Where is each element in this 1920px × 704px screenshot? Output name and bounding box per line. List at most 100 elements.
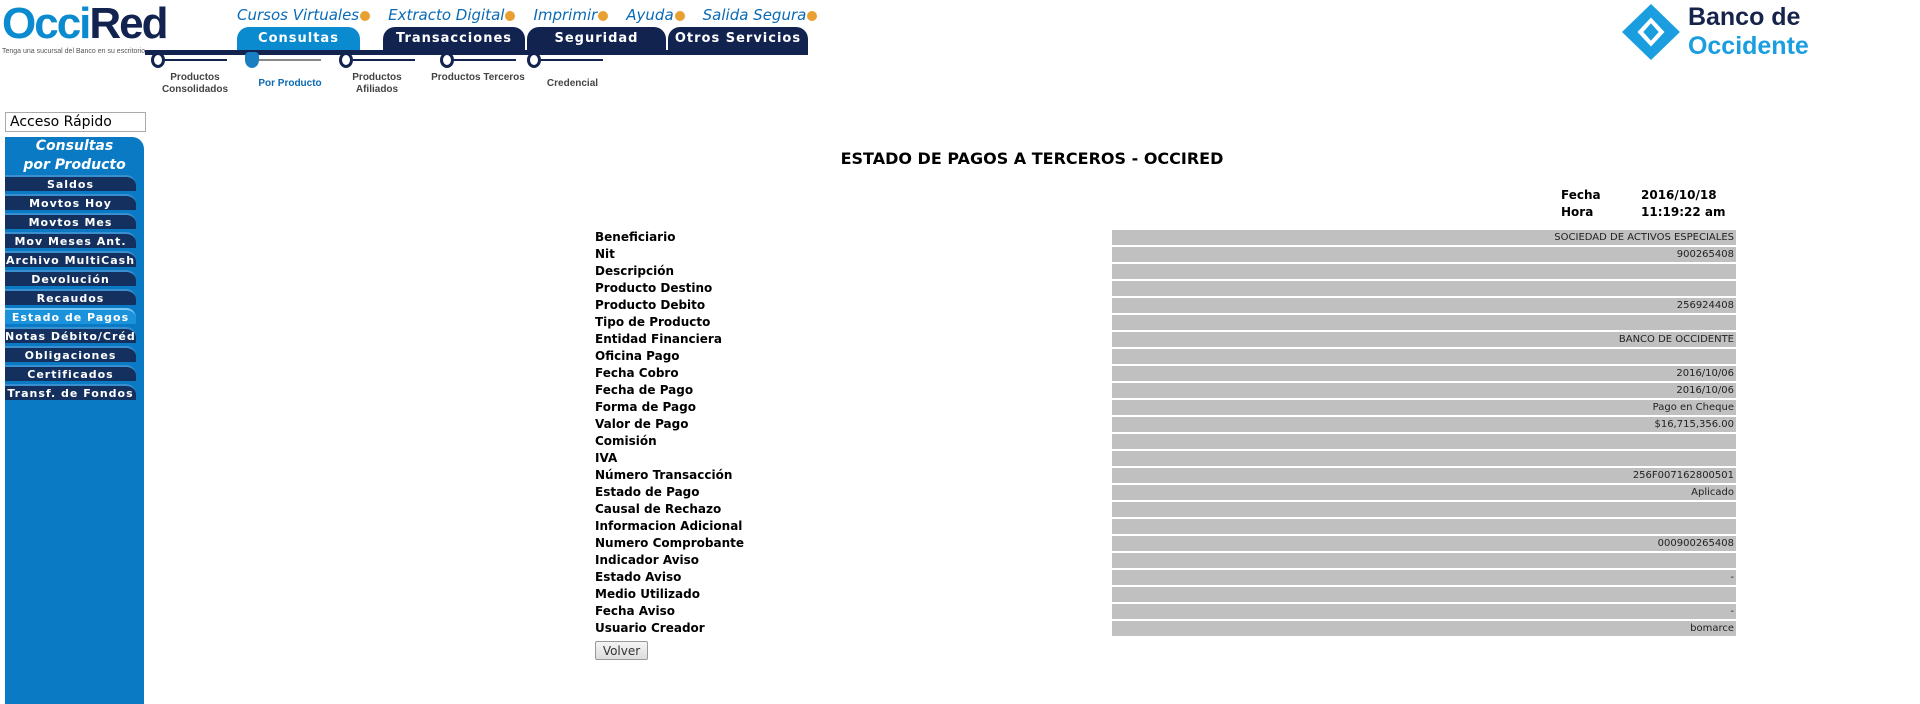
link-label: Salida Segura [702, 6, 807, 24]
bullet-icon [360, 10, 371, 21]
field-value [1112, 587, 1736, 602]
field-label: Indicador Aviso [595, 553, 700, 567]
field-label: Fecha Cobro [595, 366, 679, 380]
field-value [1112, 281, 1736, 296]
sidebar-item-certificados[interactable]: Certificados [5, 365, 136, 381]
logo-part: Occi [2, 0, 91, 48]
field-label: Estado de Pago [595, 485, 700, 499]
link-label: Ayuda [626, 6, 674, 24]
field-label: Producto Debito [595, 298, 706, 312]
detail-row: Fecha Aviso - [595, 603, 1736, 620]
tab-consultas[interactable]: Consultas [237, 27, 360, 51]
sidebar-item-saldos[interactable]: Saldos [5, 175, 136, 191]
detail-row: Fecha Cobro 2016/10/06 [595, 365, 1736, 382]
field-label: Tipo de Producto [595, 315, 711, 329]
subnav-marker-active [245, 52, 335, 68]
tagline: Tenga una sucursal del Banco en su escri… [2, 48, 146, 55]
link-label: Imprimir [533, 6, 598, 24]
detail-row: Medio Utilizado [595, 586, 1736, 603]
detail-row: Estado de Pago Aplicado [595, 484, 1736, 501]
tab-transacciones[interactable]: Transacciones [383, 27, 525, 51]
field-value: 900265408 [1112, 247, 1736, 262]
link-ayuda[interactable]: Ayuda [626, 6, 685, 24]
field-label: Usuario Creador [595, 621, 705, 635]
field-label: Oficina Pago [595, 349, 680, 363]
tab-seguridad[interactable]: Seguridad [527, 27, 666, 51]
field-label: Número Transacción [595, 468, 733, 482]
volver-button[interactable]: Volver [595, 641, 648, 660]
field-label: IVA [595, 451, 618, 465]
field-label: Beneficiario [595, 230, 676, 244]
link-extracto-digital[interactable]: Extracto Digital [388, 6, 516, 24]
field-label: Comisión [595, 434, 657, 448]
sidebar-item-notas-d-bito-cr-dto[interactable]: Notas Débito/Crédto [5, 327, 136, 343]
sidebar-heading: por Producto [23, 157, 126, 173]
detail-row: Número Transacción 256F007162800501 [595, 467, 1736, 484]
subnav-marker [527, 52, 617, 68]
sidebar-item-devoluci-n[interactable]: Devolución [5, 270, 136, 286]
subnav-productos-terceros[interactable]: Productos Terceros [431, 72, 525, 83]
bullet-icon [505, 10, 516, 21]
bullet-icon [807, 10, 818, 21]
subnav-marker [151, 52, 241, 68]
field-label: Estado Aviso [595, 570, 682, 584]
subnav-credencial[interactable]: Credencial [546, 78, 599, 89]
detail-row: Tipo de Producto [595, 314, 1736, 331]
link-imprimir[interactable]: Imprimir [533, 6, 609, 24]
detail-row: Usuario Creador bomarce [595, 620, 1736, 637]
detail-row: Numero Comprobante 000900265408 [595, 535, 1736, 552]
field-value [1112, 451, 1736, 466]
field-value: - [1112, 604, 1736, 619]
hora-value: 11:19:22 am [1641, 205, 1726, 219]
quick-access-select[interactable]: Acceso Rápido [5, 112, 146, 132]
subnav-por-producto[interactable]: Por Producto [258, 78, 322, 89]
field-value: 000900265408 [1112, 536, 1736, 551]
link-cursos-virtuales[interactable]: Cursos Virtuales [237, 6, 371, 24]
field-label: Forma de Pago [595, 400, 696, 414]
field-value: 256F007162800501 [1112, 468, 1736, 483]
field-value: 256924408 [1112, 298, 1736, 313]
field-label: Producto Destino [595, 281, 713, 295]
field-label: Descripción [595, 264, 674, 278]
sidebar-item-estado-de-pagos[interactable]: Estado de Pagos [5, 308, 136, 324]
detail-row: Producto Debito 256924408 [595, 297, 1736, 314]
detail-row: Comisión [595, 433, 1736, 450]
bullet-icon [598, 10, 609, 21]
field-value [1112, 315, 1736, 330]
field-label: Fecha de Pago [595, 383, 694, 397]
field-value: $16,715,356.00 [1112, 417, 1736, 432]
field-value: Pago en Cheque [1112, 400, 1736, 415]
tab-otros-servicios[interactable]: Otros Servicios [668, 27, 808, 51]
fecha-value: 2016/10/18 [1641, 188, 1717, 202]
subnav-productos-afiliados[interactable]: Productos Afiliados [352, 72, 402, 95]
detail-row: Indicador Aviso [595, 552, 1736, 569]
field-label: Causal de Rechazo [595, 502, 722, 516]
field-value: SOCIEDAD DE ACTIVOS ESPECIALES [1112, 230, 1736, 245]
detail-row: Oficina Pago [595, 348, 1736, 365]
sidebar-item-movtos-mes[interactable]: Movtos Mes [5, 213, 136, 229]
sidebar-item-obligaciones[interactable]: Obligaciones [5, 346, 136, 362]
sidebar-item-archivo-multicash[interactable]: Archivo MultiCash [5, 251, 136, 267]
link-salida-segura[interactable]: Salida Segura [703, 6, 818, 24]
logo-part: Red [89, 0, 168, 48]
field-label: Entidad Financiera [595, 332, 722, 346]
sidebar-item-transf-de-fondos[interactable]: Transf. de Fondos [5, 384, 136, 400]
field-label: Informacion Adicional [595, 519, 743, 533]
subnav-marker [339, 52, 429, 68]
fecha-label: Fecha [1561, 188, 1601, 202]
field-value: - [1112, 570, 1736, 585]
field-value [1112, 434, 1736, 449]
bank-diamond-icon [1622, 3, 1680, 61]
field-value [1112, 553, 1736, 568]
detail-row: IVA [595, 450, 1736, 467]
field-label: Nit [595, 247, 615, 261]
detail-row: Informacion Adicional [595, 518, 1736, 535]
link-label: Cursos Virtuales [237, 6, 360, 24]
sidebar-item-mov-meses-ant-[interactable]: Mov Meses Ant. [5, 232, 136, 248]
subnav-marker [440, 52, 530, 68]
sidebar-item-movtos-hoy[interactable]: Movtos Hoy [5, 194, 136, 210]
subnav-productos-consolidados[interactable]: Productos Consolidados [161, 72, 229, 95]
nav-bar [145, 50, 808, 55]
field-value [1112, 502, 1736, 517]
sidebar-item-recaudos[interactable]: Recaudos [5, 289, 136, 305]
